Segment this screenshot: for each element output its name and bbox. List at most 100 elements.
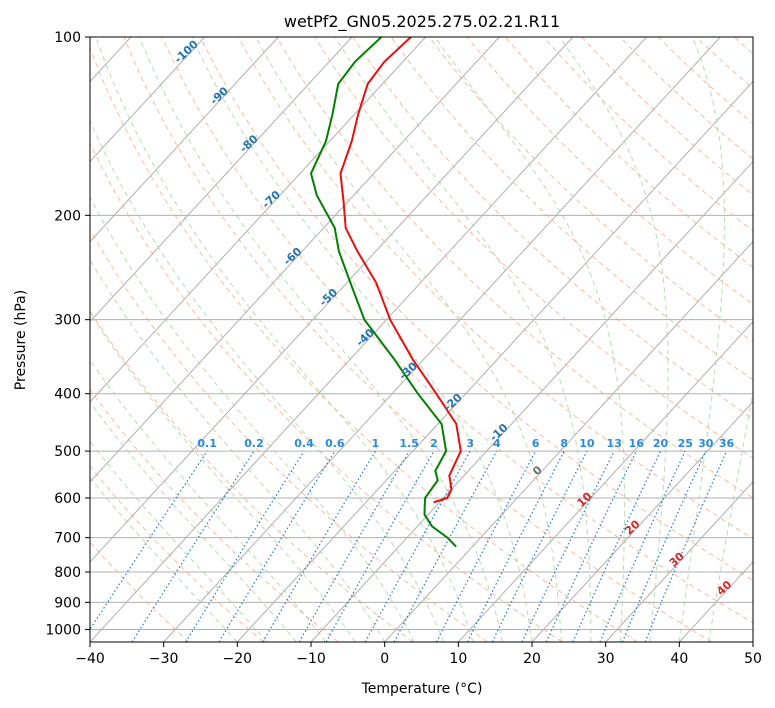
mixing-ratio-label: 1.5 [399,437,419,450]
mixing-ratio-label: 0.4 [294,437,314,450]
mixing-ratio-label: 8 [560,437,568,450]
isotherm-label: -90 [208,84,232,107]
sounding-series [309,37,462,548]
isotherm-label: -70 [260,188,284,211]
mixing-ratio-label: 3 [466,437,474,450]
mixing-ratio-line [435,450,537,642]
dry-adiabat [619,37,753,160]
mixing-ratio-line [572,450,662,642]
mixing-ratio-line [218,450,336,642]
mixing-ratio-label: 16 [629,437,645,450]
x-tick-label: 20 [523,651,541,667]
y-tick-label: 900 [54,595,81,611]
mixing-ratio-line [325,450,435,642]
isotherm-label: -20 [441,391,465,414]
mixing-ratio-label: 6 [532,437,540,450]
y-tick-label: 600 [54,491,81,507]
x-axis-label: Temperature (°C) [361,681,483,697]
mixing-ratio-label: 30 [698,437,714,450]
mixing-ratio-line [364,450,471,642]
dry-adiabat [90,228,488,642]
isotherm-label-warm: 40 [714,578,734,598]
isotherm-label: -100 [172,38,201,66]
dry-adiabat [505,37,753,268]
moist-adiabat [434,37,625,642]
mixing-ratio-label: 13 [607,437,622,450]
mixing-ratio-line [644,450,728,642]
mixing-ratio-label: 10 [579,437,595,450]
dry-adiabat [352,37,753,420]
isotherm-line [90,37,279,243]
isotherm-label-warm: 30 [667,549,687,569]
x-tick-label: −30 [149,651,179,667]
mixing-ratio-label: 4 [493,437,501,450]
mixing-ratio-label: 0.2 [244,437,264,450]
y-tick-label: 500 [54,444,81,460]
y-tick-label: 700 [54,531,81,547]
isotherm-label: -40 [353,326,377,349]
plot-frame [89,36,754,643]
mixing-ratio-line [621,450,707,642]
chart-title: wetPf2_GN05.2025.275.02.21.R11 [284,12,560,32]
x-tick-label: −10 [296,651,326,667]
isotherm-label: -50 [317,286,341,309]
mixing-ratio-label: 2 [430,437,438,450]
moist-adiabat [90,258,386,642]
x-tick-label: 50 [744,651,762,667]
moist-adiabat [90,119,445,642]
moist-adiabat [95,37,474,642]
dry-adiabat [90,142,563,642]
isotherm-label: -60 [281,245,305,268]
isotherm-line [90,37,574,563]
y-tick-label: 200 [54,208,81,224]
isotherm-line [752,641,753,642]
y-tick-label: 800 [54,565,81,581]
mixing-ratio-line [185,450,305,642]
mixing-ratio-line [521,450,615,642]
dry-adiabat [161,37,753,624]
isotherm-line [457,320,753,642]
dry-adiabat [90,46,638,642]
reference-lines [90,37,753,642]
temperature-line [339,37,462,504]
dry-adiabat [314,37,753,459]
moist-adiabat [90,196,415,642]
isotherm-line [531,401,753,642]
mixing-ratio-label: 0.6 [325,437,345,450]
moist-adiabat [558,37,669,642]
isotherm-line [90,37,205,163]
isotherm-label-warm: 20 [622,517,642,537]
x-tick-label: 0 [380,651,389,667]
mixing-ratio-line [466,450,565,642]
mixing-ratio-line [491,450,588,642]
isotherm-line [678,561,753,642]
y-tick-label: 1000 [45,622,81,638]
isotherm-line [90,37,426,403]
isotherm-label-warm: 10 [574,490,594,510]
moist-adiabat [255,37,562,642]
moist-adiabat [90,312,356,642]
dry-adiabat [734,37,753,55]
x-tick-label: −40 [75,651,105,667]
y-tick-label: 400 [54,387,81,403]
mixing-ratio-label: 20 [653,437,669,450]
x-tick-label: −20 [223,651,253,667]
isotherm-line [384,240,753,642]
isotherm-line [310,160,753,642]
mixing-ratio-label: 36 [719,437,735,450]
moist-adiabat [708,389,753,642]
mixing-ratio-label: 0.1 [197,437,217,450]
dry-adiabat [123,37,712,642]
y-tick-label: 100 [54,30,81,46]
dry-adiabat [543,37,753,232]
isotherm-line [163,37,721,642]
dry-adiabat [90,465,264,642]
dry-adiabat [390,37,753,381]
isotherm-line [90,37,353,323]
dry-adiabat [90,388,339,642]
mixing-ratio-label: 1 [372,437,380,450]
dewpoint-line [309,37,457,548]
isotherm-line [605,481,753,642]
axes: −40 −30 −20 −10 0 10 20 30 40 5010020030040050060… [45,30,762,667]
